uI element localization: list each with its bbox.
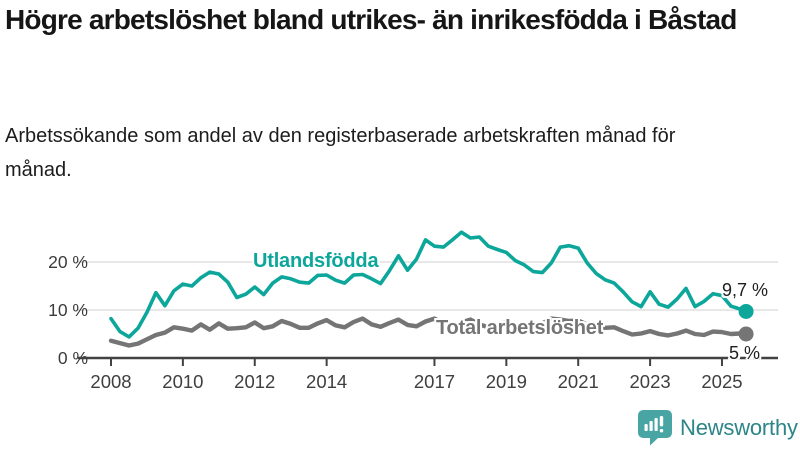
y-tick-label: 0 % xyxy=(58,348,88,368)
series-end-dot-utlandsfodda xyxy=(738,303,754,319)
series-label-utlandsfodda: Utlandsfödda xyxy=(253,250,379,272)
logo-exclamation-dot xyxy=(659,429,664,433)
end-value-label-total: 5 % xyxy=(729,343,761,363)
logo-bar-medium xyxy=(649,421,653,431)
page-title: Högre arbetslöshet bland utrikes- än inr… xyxy=(5,4,737,35)
x-tick-label: 2023 xyxy=(630,371,671,392)
logo-bar-small xyxy=(644,424,648,431)
y-tick-label: 10 % xyxy=(48,300,88,320)
x-tick-label: 2019 xyxy=(486,371,527,392)
logo-bar-large xyxy=(654,418,658,431)
newsworthy-logo-text: Newsworthy xyxy=(680,415,798,440)
newsworthy-logo[interactable]: Newsworthy xyxy=(638,410,798,446)
x-tick-label: 2012 xyxy=(234,371,275,392)
x-tick-label: 2025 xyxy=(701,371,742,392)
end-value-label-utlandsfodda: 9,7 % xyxy=(722,280,769,300)
series-line-utlandsfodda xyxy=(109,230,748,339)
x-tick-label: 2017 xyxy=(414,371,455,392)
x-tick-label: 2010 xyxy=(162,371,203,392)
x-tick-label: 2014 xyxy=(306,371,347,392)
newsworthy-chart-bubble-icon xyxy=(638,410,672,446)
chart-subtitle: Arbetssökande som andel av den registerb… xyxy=(5,125,676,181)
x-tick-label: 2021 xyxy=(558,371,599,392)
series-label-total-arbetsloshet: Total arbetslöshet xyxy=(436,317,604,339)
series-end-dot-total xyxy=(738,326,754,342)
series-line-total xyxy=(108,316,749,348)
logo-exclamation-bar xyxy=(659,416,664,427)
x-tick-label: 2008 xyxy=(90,371,131,392)
y-tick-label: 20 % xyxy=(48,252,88,272)
